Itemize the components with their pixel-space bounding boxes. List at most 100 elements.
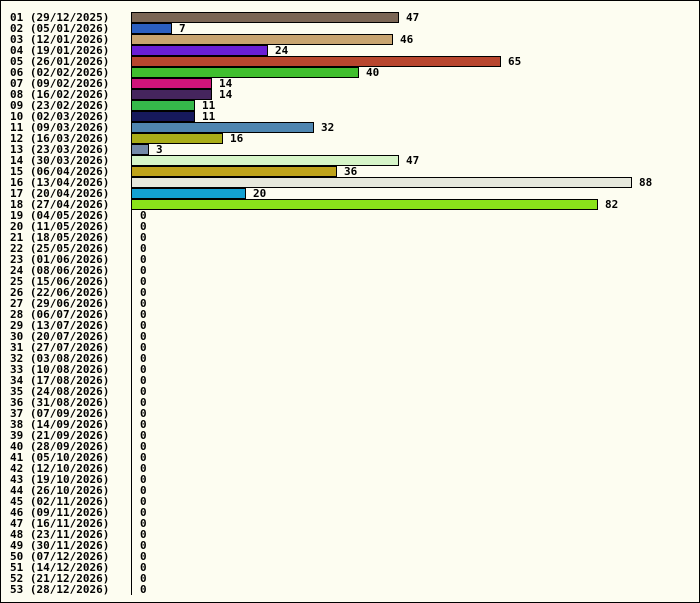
value-label: 0 <box>140 253 147 266</box>
value-label: 11 <box>202 99 216 112</box>
value-label: 0 <box>140 220 147 233</box>
category-label: 11 (09/03/2026) <box>10 121 109 134</box>
value-label: 0 <box>140 396 147 409</box>
bar <box>131 166 337 177</box>
bar <box>131 199 598 210</box>
value-label: 24 <box>275 44 289 57</box>
category-label: 02 (05/01/2026) <box>10 22 109 35</box>
category-label: 30 (20/07/2026) <box>10 330 109 343</box>
value-label: 0 <box>140 341 147 354</box>
category-label: 01 (29/12/2025) <box>10 11 109 24</box>
category-label: 18 (27/04/2026) <box>10 198 109 211</box>
category-label: 06 (02/02/2026) <box>10 66 109 79</box>
value-label: 0 <box>140 495 147 508</box>
category-label: 04 (19/01/2026) <box>10 44 109 57</box>
category-label: 45 (02/11/2026) <box>10 495 109 508</box>
bar <box>131 45 268 56</box>
value-label: 0 <box>140 440 147 453</box>
value-label: 0 <box>140 231 147 244</box>
category-label: 14 (30/03/2026) <box>10 154 109 167</box>
bar <box>131 12 399 23</box>
value-label: 3 <box>156 143 163 156</box>
category-label: 49 (30/11/2026) <box>10 539 109 552</box>
category-label: 32 (03/08/2026) <box>10 352 109 365</box>
category-label: 27 (29/06/2026) <box>10 297 109 310</box>
category-label: 48 (23/11/2026) <box>10 528 109 541</box>
bar <box>131 23 172 34</box>
bar <box>131 122 314 133</box>
value-label: 20 <box>253 187 266 200</box>
category-label: 23 (01/06/2026) <box>10 253 109 266</box>
category-label: 17 (20/04/2026) <box>10 187 109 200</box>
category-label: 41 (05/10/2026) <box>10 451 109 464</box>
value-label: 7 <box>179 22 186 35</box>
value-label: 0 <box>140 550 147 563</box>
bar <box>131 78 212 89</box>
category-label: 03 (12/01/2026) <box>10 33 109 46</box>
bar <box>131 188 246 199</box>
value-label: 32 <box>321 121 334 134</box>
category-label: 37 (07/09/2026) <box>10 407 109 420</box>
category-label: 28 (06/07/2026) <box>10 308 109 321</box>
value-label: 0 <box>140 418 147 431</box>
category-label: 15 (06/04/2026) <box>10 165 109 178</box>
category-label: 12 (16/03/2026) <box>10 132 109 145</box>
category-label: 21 (18/05/2026) <box>10 231 109 244</box>
category-label: 13 (23/03/2026) <box>10 143 109 156</box>
category-label: 33 (10/08/2026) <box>10 363 109 376</box>
value-label: 14 <box>219 88 233 101</box>
value-label: 0 <box>140 330 147 343</box>
value-label: 0 <box>140 583 147 596</box>
value-label: 40 <box>366 66 379 79</box>
value-label: 0 <box>140 385 147 398</box>
value-label: 0 <box>140 264 147 277</box>
category-label: 24 (08/06/2026) <box>10 264 109 277</box>
value-label: 0 <box>140 374 147 387</box>
value-label: 0 <box>140 561 147 574</box>
value-label: 0 <box>140 539 147 552</box>
category-label: 22 (25/05/2026) <box>10 242 109 255</box>
category-label: 16 (13/04/2026) <box>10 176 109 189</box>
bar <box>131 56 501 67</box>
value-label: 0 <box>140 484 147 497</box>
value-label: 0 <box>140 352 147 365</box>
category-label: 25 (15/06/2026) <box>10 275 109 288</box>
bar <box>131 34 393 45</box>
category-label: 07 (09/02/2026) <box>10 77 109 90</box>
category-label: 20 (11/05/2026) <box>10 220 109 233</box>
bar <box>131 133 223 144</box>
category-label: 39 (21/09/2026) <box>10 429 109 442</box>
value-label: 11 <box>202 110 216 123</box>
value-label: 0 <box>140 528 147 541</box>
value-label: 0 <box>140 209 147 222</box>
value-label: 36 <box>344 165 358 178</box>
value-label: 0 <box>140 506 147 519</box>
category-label: 42 (12/10/2026) <box>10 462 109 475</box>
bar <box>131 100 195 111</box>
category-label: 53 (28/12/2026) <box>10 583 109 596</box>
value-label: 47 <box>406 11 419 24</box>
value-label: 0 <box>140 462 147 475</box>
value-label: 65 <box>508 55 521 68</box>
value-label: 0 <box>140 363 147 376</box>
category-label: 51 (14/12/2026) <box>10 561 109 574</box>
value-label: 0 <box>140 451 147 464</box>
value-label: 88 <box>639 176 652 189</box>
category-label: 50 (07/12/2026) <box>10 550 109 563</box>
category-label: 35 (24/08/2026) <box>10 385 109 398</box>
category-label: 47 (16/11/2026) <box>10 517 109 530</box>
category-labels: 01 (29/12/2025)02 (05/01/2026)03 (12/01/… <box>10 11 109 596</box>
category-label: 43 (19/10/2026) <box>10 473 109 486</box>
value-label: 0 <box>140 297 147 310</box>
category-label: 09 (23/02/2026) <box>10 99 109 112</box>
category-label: 40 (28/09/2026) <box>10 440 109 453</box>
value-label: 0 <box>140 275 147 288</box>
bar <box>131 144 149 155</box>
bar <box>131 67 359 78</box>
value-label: 0 <box>140 572 147 585</box>
value-label: 14 <box>219 77 233 90</box>
bar <box>131 111 195 122</box>
category-label: 44 (26/10/2026) <box>10 484 109 497</box>
